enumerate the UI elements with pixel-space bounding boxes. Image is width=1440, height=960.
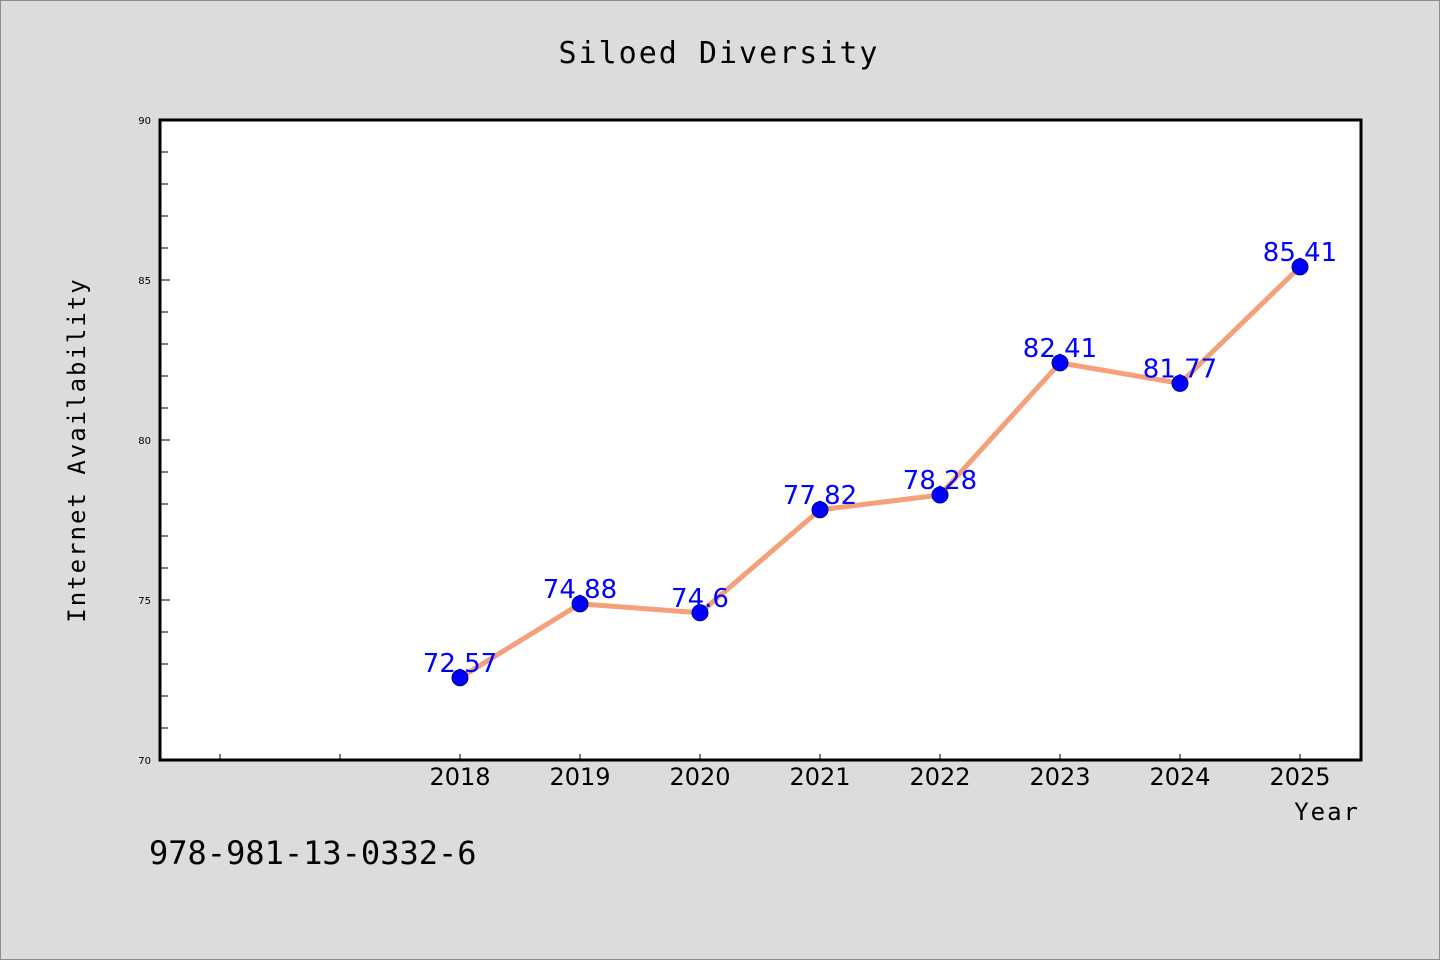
data-label: 74.6	[671, 584, 729, 614]
data-label: 77.82	[783, 481, 857, 511]
x-axis-ticks: 2018 2019 2020 2021 2022 2023 2024 2025	[219, 754, 1331, 791]
x-tick-label: 2020	[669, 763, 730, 791]
data-label: 85.41	[1263, 238, 1337, 268]
y-axis-label: Internet Availability	[63, 277, 91, 622]
y-tick-label: 80	[138, 436, 151, 447]
data-point	[1051, 354, 1069, 372]
chart-title: Siloed Diversity	[559, 36, 880, 71]
x-tick-label: 2025	[1269, 763, 1330, 791]
data-label: 78.28	[903, 466, 977, 496]
series-line	[457, 264, 1303, 681]
data-point	[571, 595, 589, 613]
data-label: 82.41	[1023, 334, 1097, 364]
x-tick-label: 2022	[909, 763, 970, 791]
isbn-text: 978-981-13-0332-6	[149, 834, 477, 872]
series-layer: 72.57 74.88 74.6 77.82 78.28 82.41 81.77 85.41	[423, 238, 1337, 687]
data-point	[811, 501, 829, 519]
data-label: 81.77	[1143, 354, 1217, 384]
data-point	[1171, 374, 1189, 392]
y-tick-label: 75	[138, 596, 151, 607]
data-point	[691, 604, 709, 622]
data-point	[451, 669, 469, 687]
x-tick-label: 2021	[789, 763, 850, 791]
plot-area	[158, 118, 1363, 762]
x-axis-label: Year	[1294, 798, 1360, 826]
y-tick-label: 90	[138, 116, 151, 127]
y-axis-ticks: 70 75 80 85 90	[138, 116, 170, 767]
data-point	[931, 486, 949, 504]
data-point	[1291, 258, 1309, 276]
data-label: 74.88	[543, 575, 617, 605]
x-tick-label: 2023	[1029, 763, 1090, 791]
y-tick-label: 85	[138, 276, 151, 287]
data-label: 72.57	[423, 649, 497, 679]
y-tick-label: 70	[138, 756, 151, 767]
x-tick-label: 2024	[1149, 763, 1210, 791]
x-tick-label: 2018	[429, 763, 490, 791]
x-tick-label: 2019	[549, 763, 610, 791]
